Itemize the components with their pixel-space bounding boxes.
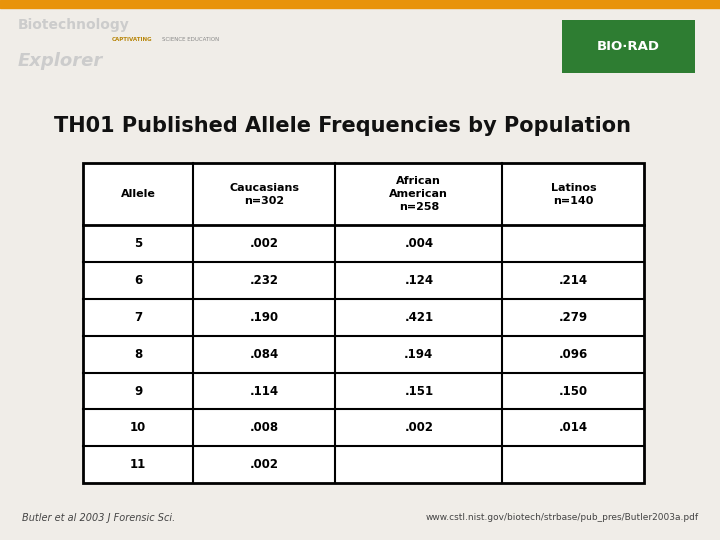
Text: .084: .084 [250,348,279,361]
Text: .002: .002 [250,237,279,251]
Text: .232: .232 [250,274,279,287]
Text: .008: .008 [250,421,279,434]
Bar [0,0,720,8]
Text: 7: 7 [134,311,142,324]
Text: CAPTIVATING: CAPTIVATING [112,37,152,42]
Text: 9: 9 [134,384,142,397]
Text: African
American
n=258: African American n=258 [390,176,449,212]
Text: SCIENCE EDUCATION: SCIENCE EDUCATION [162,37,220,42]
Text: .150: .150 [559,384,588,397]
Text: Caucasians
n=302: Caucasians n=302 [229,183,300,206]
Text: www.cstl.nist.gov/biotech/strbase/pub_pres/Butler2003a.pdf: www.cstl.nist.gov/biotech/strbase/pub_pr… [426,513,698,522]
FancyBboxPatch shape [557,19,699,73]
Text: .004: .004 [404,237,433,251]
Text: Allele: Allele [120,189,156,199]
Text: Explorer: Explorer [18,52,103,70]
Text: 10: 10 [130,421,146,434]
Text: .421: .421 [404,311,433,324]
Bar [83,163,644,483]
Text: .114: .114 [250,384,279,397]
Text: .096: .096 [559,348,588,361]
Text: .014: .014 [559,421,588,434]
Text: BIO·RAD: BIO·RAD [597,40,660,53]
Text: .194: .194 [404,348,433,361]
Text: 6: 6 [134,274,142,287]
Text: Biotechnology: Biotechnology [18,18,130,32]
Text: .002: .002 [250,458,279,471]
Text: .151: .151 [404,384,433,397]
Text: .279: .279 [559,311,588,324]
Text: Latinos
n=140: Latinos n=140 [551,183,596,206]
Text: Butler et al 2003 J Forensic Sci.: Butler et al 2003 J Forensic Sci. [22,512,175,523]
Text: 8: 8 [134,348,142,361]
Text: .214: .214 [559,274,588,287]
Text: 11: 11 [130,458,146,471]
Text: TH01 Published Allele Frequencies by Population: TH01 Published Allele Frequencies by Pop… [54,116,631,136]
Text: .124: .124 [404,274,433,287]
Text: 5: 5 [134,237,142,251]
Text: .190: .190 [250,311,279,324]
Text: .002: .002 [405,421,433,434]
